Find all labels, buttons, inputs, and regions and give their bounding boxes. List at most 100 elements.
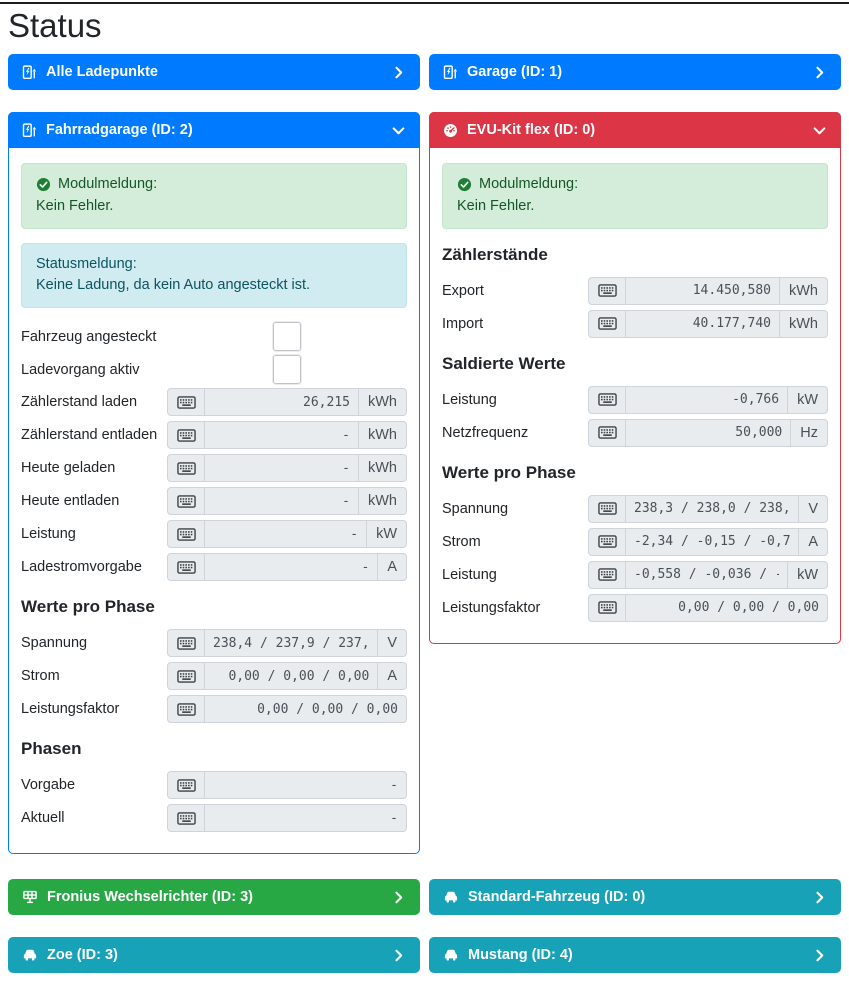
keyboard-icon <box>588 309 626 338</box>
field-row-leistungsfaktor: Leistungsfaktor <box>442 593 828 622</box>
field-row-import: Import kWh <box>442 309 828 338</box>
field-value-input[interactable] <box>205 454 359 482</box>
field-unit: A <box>378 662 407 690</box>
field-label: Netzfrequenz <box>442 424 529 441</box>
field-value-input[interactable] <box>205 487 359 515</box>
header-fahrradgarage[interactable]: Fahrradgarage (ID: 2) <box>8 112 420 148</box>
module-message-text: Kein Fehler. <box>457 197 535 214</box>
header-label: Mustang (ID: 4) <box>468 947 573 963</box>
header-fronius-wechselrichter[interactable]: Fronius Wechselrichter (ID: 3) <box>8 879 420 915</box>
keyboard-icon <box>167 553 205 581</box>
field-value-input[interactable] <box>626 527 800 556</box>
field-unit: kWh <box>780 309 828 338</box>
bottom-bars-row-2: Zoe (ID: 3) Mustang (ID: 4) <box>8 937 841 973</box>
field-value-input[interactable] <box>626 276 780 305</box>
status-page: Status Alle Ladepunkte Garage (ID: 1) Fa… <box>0 7 849 973</box>
field-unit: Hz <box>791 418 828 447</box>
field-unit: A <box>799 527 828 556</box>
header-standard-fahrzeug[interactable]: Standard-Fahrzeug (ID: 0) <box>429 879 841 915</box>
field-unit: kWh <box>359 487 407 515</box>
section-heading-werte-pro-phase: Werte pro Phase <box>21 597 155 616</box>
top-divider <box>0 2 849 4</box>
field-value-input[interactable] <box>626 560 789 589</box>
field-row-netzfrequenz: Netzfrequenz Hz <box>442 418 828 447</box>
field-label: Spannung <box>21 635 88 651</box>
section-heading-phasen: Phasen <box>21 739 82 758</box>
module-message-alert: Modulmeldung: Kein Fehler. <box>21 163 407 229</box>
field-label: Vorgabe <box>21 777 76 793</box>
field-unit: kWh <box>359 388 407 416</box>
field-value-input[interactable] <box>626 494 800 523</box>
charging-station-icon <box>22 123 37 138</box>
field-row-strom: Strom A <box>442 527 828 556</box>
check-circle-icon <box>36 177 51 192</box>
field-value-input[interactable] <box>626 593 828 622</box>
panels-row: Fahrradgarage (ID: 2) Modulmeldung: Kein… <box>8 112 841 854</box>
field-label: Leistung <box>442 566 497 583</box>
field-unit: kW <box>788 385 828 414</box>
header-alle-ladepunkte[interactable]: Alle Ladepunkte <box>8 54 420 90</box>
keyboard-icon <box>167 487 205 515</box>
field-unit: V <box>799 494 828 523</box>
keyboard-icon <box>167 520 205 548</box>
field-value-input[interactable] <box>626 309 780 338</box>
charging-active-checkbox[interactable] <box>272 354 302 385</box>
field-value-input[interactable] <box>205 695 407 723</box>
header-label: Standard-Fahrzeug (ID: 0) <box>468 889 646 905</box>
field-value-input[interactable] <box>205 421 359 449</box>
field-label: Zählerstand laden <box>21 394 138 410</box>
checkbox-area <box>167 321 407 352</box>
field-value-input[interactable] <box>626 418 792 447</box>
solar-inverter-icon <box>22 889 38 905</box>
field-label: Leistungsfaktor <box>442 599 541 616</box>
field-value-input[interactable] <box>626 385 789 414</box>
field-row-saldierte-leistung: Leistung kW <box>442 385 828 414</box>
field-unit: V <box>378 629 407 657</box>
header-label: EVU-Kit flex (ID: 0) <box>467 122 596 138</box>
field-row-export: Export kWh <box>442 276 828 305</box>
header-label: Fronius Wechselrichter (ID: 3) <box>47 889 253 905</box>
field-value-input[interactable] <box>205 553 379 581</box>
charging-active-row: Ladevorgang aktiv <box>21 354 407 385</box>
field-label: Leistungsfaktor <box>21 701 120 717</box>
header-mustang[interactable]: Mustang (ID: 4) <box>429 937 841 973</box>
field-row-aktuell: Aktuell <box>21 804 407 832</box>
field-label: Heute geladen <box>21 460 116 476</box>
check-circle-icon <box>457 177 472 192</box>
header-garage[interactable]: Garage (ID: 1) <box>429 54 841 90</box>
field-value-input[interactable] <box>205 388 359 416</box>
top-bars-row: Alle Ladepunkte Garage (ID: 1) <box>8 54 841 90</box>
header-label: Garage (ID: 1) <box>467 64 563 80</box>
chevron-right-icon <box>812 948 827 963</box>
field-unit: kWh <box>359 454 407 482</box>
checkbox-area <box>167 354 407 385</box>
keyboard-icon <box>588 593 626 622</box>
field-unit: kWh <box>359 421 407 449</box>
field-row-heute-geladen: Heute geladen kWh <box>21 454 407 482</box>
field-value-input[interactable] <box>205 662 379 690</box>
header-zoe[interactable]: Zoe (ID: 3) <box>8 937 420 973</box>
field-value-input[interactable] <box>205 771 407 799</box>
module-message-alert: Modulmeldung: Kein Fehler. <box>442 163 828 229</box>
section-heading-saldierte-werte: Saldierte Werte <box>442 353 566 373</box>
keyboard-icon <box>588 418 626 447</box>
field-row-ladestromvorgabe: Ladestromvorgabe A <box>21 553 407 581</box>
field-unit: kW <box>367 520 407 548</box>
keyboard-icon <box>588 385 626 414</box>
field-label: Heute entladen <box>21 493 120 509</box>
header-evu-kit-flex[interactable]: EVU-Kit flex (ID: 0) <box>429 112 841 148</box>
field-value-input[interactable] <box>205 520 368 548</box>
field-row-strom: Strom A <box>21 662 407 690</box>
keyboard-icon <box>588 276 626 305</box>
vehicle-plugged-checkbox[interactable] <box>272 321 302 352</box>
chevron-right-icon <box>391 948 406 963</box>
field-label: Ladevorgang aktiv <box>21 361 140 378</box>
field-label: Strom <box>442 533 481 550</box>
field-row-zaehlerstand-laden: Zählerstand laden kWh <box>21 388 407 416</box>
header-label: Zoe (ID: 3) <box>47 947 118 963</box>
field-row-heute-entladen: Heute entladen kWh <box>21 487 407 515</box>
field-value-input[interactable] <box>205 804 407 832</box>
field-value-input[interactable] <box>205 629 379 657</box>
keyboard-icon <box>167 662 205 690</box>
keyboard-icon <box>588 560 626 589</box>
